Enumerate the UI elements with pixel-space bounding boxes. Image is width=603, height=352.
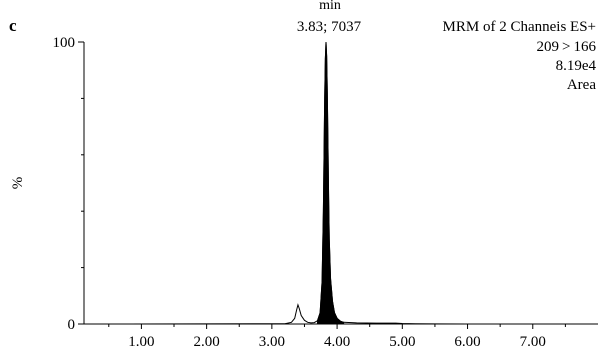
plot-area: 0 100 1.00 2.00 3.00 4.00 5.00 6.00 7.00: [53, 35, 598, 350]
panel-label: c: [9, 16, 17, 35]
x-tick-label: 4.00: [324, 334, 350, 350]
x-tick-label: 2.00: [194, 334, 220, 350]
header-line-4: Area: [567, 77, 596, 93]
peak-unit-label: min: [319, 0, 341, 13]
header-line-3: 8.19e4: [556, 58, 597, 74]
chromatogram-trace: [83, 41, 598, 325]
x-tick-label: 6.00: [454, 334, 480, 350]
x-tick-label: 5.00: [389, 334, 415, 350]
x-tick-label: 3.00: [259, 334, 285, 350]
header-line-2: 209 > 166: [537, 39, 597, 55]
y-axis-label: %: [10, 177, 26, 190]
y-tick-label: 100: [53, 35, 76, 51]
header-line-1: MRM of 2 Channeis ES+: [443, 19, 596, 35]
peak-label: 3.83; 7037: [297, 19, 362, 35]
x-tick-label: 7.00: [520, 334, 546, 350]
x-tick-label: 1.00: [128, 334, 154, 350]
y-tick-label: 0: [68, 317, 76, 333]
integrated-peak-area: [317, 41, 345, 325]
